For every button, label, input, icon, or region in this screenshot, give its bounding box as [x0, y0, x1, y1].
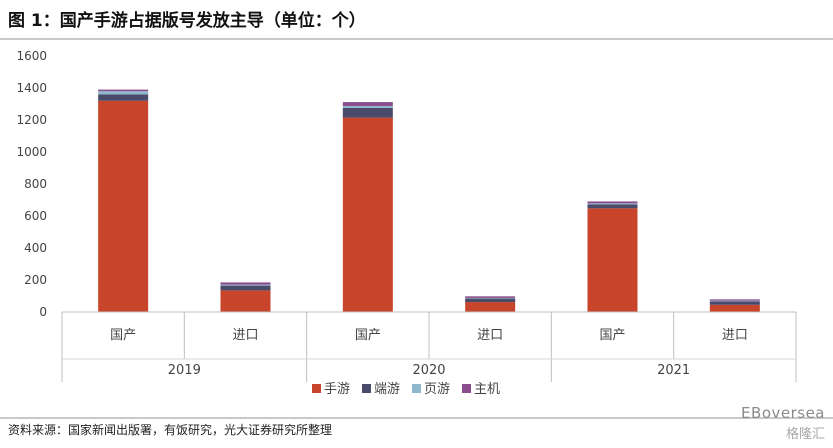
x-category-label: 进口	[477, 328, 503, 343]
legend-swatch-页游	[412, 384, 421, 393]
bar-segment-手游	[709, 304, 760, 312]
bar-segment-端游	[98, 94, 149, 101]
x-axis: 国产 进口 2019 国产 进口 2020 国产 进口 2021	[61, 311, 797, 382]
y-tick-label: 1400	[16, 81, 47, 95]
legend-swatch-端游	[362, 384, 371, 393]
bar-area	[98, 89, 760, 312]
bar-segment-页游	[220, 284, 271, 286]
bar-segment-端游	[709, 301, 760, 305]
x-category-label: 国产	[599, 328, 625, 343]
watermark-text: EBoversea	[741, 404, 825, 422]
bar-segment-页游	[342, 106, 393, 108]
legend-label: 主机	[474, 382, 500, 397]
y-tick-label: 800	[24, 177, 47, 191]
watermark-brand: 格隆汇	[785, 427, 825, 442]
bar-segment-手游	[98, 100, 149, 312]
bar-segment-页游	[709, 300, 760, 302]
bar-segment-端游	[587, 204, 638, 209]
x-category-label: 进口	[232, 328, 258, 343]
legend-swatch-主机	[462, 384, 471, 393]
legend-label: 手游	[324, 382, 350, 397]
bar-segment-页游	[587, 203, 638, 205]
bar-segment-端游	[342, 108, 393, 118]
legend: 手游 端游 页游 主机	[312, 382, 500, 397]
legend-swatch-手游	[312, 384, 321, 393]
legend-label: 页游	[424, 382, 450, 397]
x-category-label: 进口	[722, 328, 748, 343]
legend-label: 端游	[374, 382, 400, 397]
bar-segment-主机	[98, 89, 149, 92]
y-tick-label: 600	[24, 209, 47, 223]
bar-segment-主机	[342, 102, 393, 107]
bar-segment-手游	[465, 302, 516, 312]
x-group-label: 2019	[168, 363, 201, 378]
bar-segment-手游	[587, 208, 638, 312]
y-tick-label: 200	[24, 273, 47, 287]
y-tick-label: 1000	[16, 145, 47, 159]
bar-segment-端游	[220, 285, 271, 291]
x-category-label: 国产	[355, 328, 381, 343]
bar-segment-主机	[587, 201, 638, 204]
bar-segment-主机	[220, 282, 271, 285]
y-tick-label: 1600	[16, 49, 47, 63]
bar-segment-主机	[465, 296, 516, 298]
y-tick-label: 1200	[16, 113, 47, 127]
bar-segment-端游	[465, 298, 516, 303]
bar-segment-主机	[709, 299, 760, 301]
watermark-logo: EBoversea 格隆汇	[665, 404, 825, 442]
bar-segment-页游	[98, 91, 149, 95]
y-axis: 0 200 400 600 800 1000 1200 1400 1600	[16, 49, 47, 319]
page-title: 图 1：国产手游占据版号发放主导（单位：个）	[8, 11, 366, 31]
y-tick-label: 400	[24, 241, 47, 255]
footer-rule	[0, 417, 833, 419]
bar-segment-页游	[465, 297, 516, 299]
y-tick-label: 0	[39, 305, 47, 319]
x-group-label: 2020	[412, 363, 445, 378]
bar-segment-手游	[342, 117, 393, 312]
x-group-label: 2021	[657, 363, 690, 378]
x-category-label: 国产	[110, 328, 136, 343]
bar-segment-手游	[220, 290, 271, 312]
title-rule	[0, 38, 833, 40]
source-note: 资料来源：国家新闻出版署，有饭研究，光大证券研究所整理	[8, 423, 333, 437]
